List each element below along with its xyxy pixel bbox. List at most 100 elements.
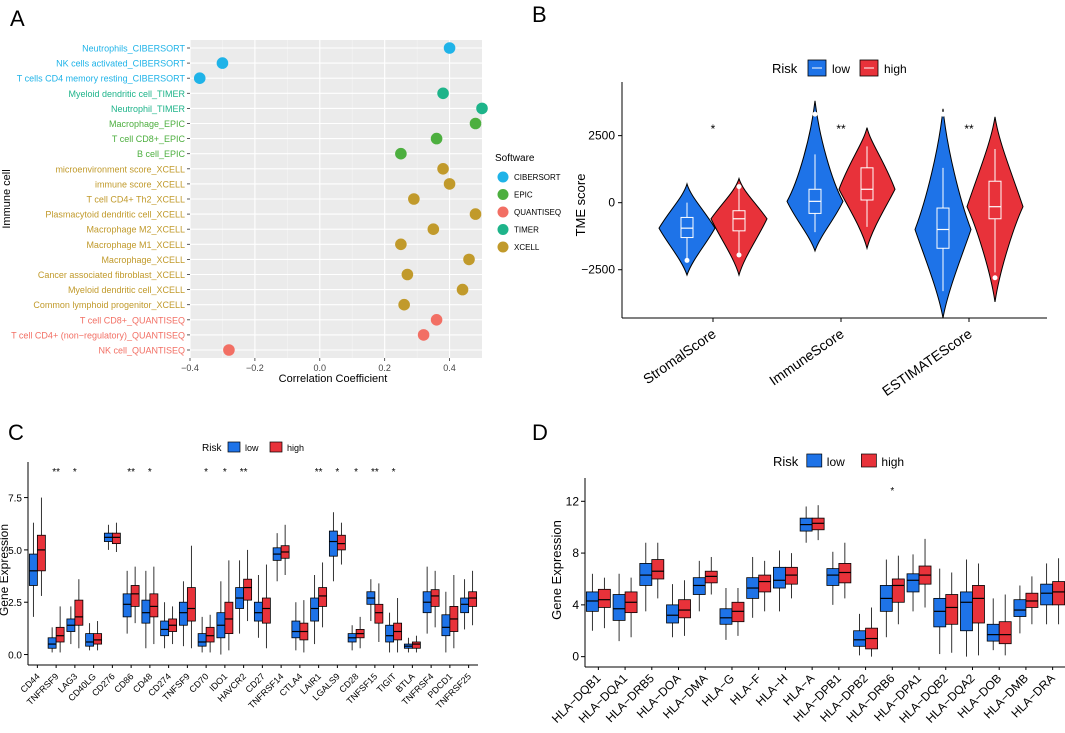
box-high xyxy=(704,570,718,584)
box-high xyxy=(597,588,611,608)
legend-label: CIBERSORT xyxy=(514,173,561,182)
box-low xyxy=(773,566,786,589)
y-tick-label: Macrophage_EPIC xyxy=(109,119,186,129)
box-low xyxy=(328,530,338,557)
significance-mark: ** xyxy=(315,467,323,478)
box-high xyxy=(998,621,1012,645)
panel-c-checkpoint-boxplot: Risk low high 0.02.55.07.5CD44TNFRSF9**LAG… xyxy=(0,441,478,711)
y-tick-label: T cells CD4 memory resting_CIBERSORT xyxy=(17,74,186,84)
box-low xyxy=(826,568,840,586)
box-high xyxy=(36,534,46,572)
legend-label: high xyxy=(884,62,907,76)
box-low xyxy=(960,591,973,632)
box-low xyxy=(1013,599,1027,617)
x-tick-label: CD86 xyxy=(112,671,135,694)
box-high xyxy=(945,594,959,625)
box-high xyxy=(93,633,103,645)
y-tick-label: T cell CD4+ (non−regulatory)_QUANTISEQ xyxy=(11,330,185,340)
box-low xyxy=(460,597,470,614)
panel-d-hla-boxplot: Risk low high 04812HLA−DQB1HLA−DQA1HLA−DRB… xyxy=(549,453,1065,726)
outlier-high xyxy=(736,252,742,258)
significance-mark: ** xyxy=(371,467,379,478)
data-point xyxy=(476,102,488,115)
box-low xyxy=(666,604,679,624)
box-high xyxy=(261,597,271,624)
data-point xyxy=(437,163,449,175)
box-high xyxy=(1052,581,1065,606)
y-tick-label: 8 xyxy=(572,546,579,560)
significance-mark: * xyxy=(148,467,152,478)
y-tick-label: 2500 xyxy=(588,129,615,143)
y-tick-label: 4 xyxy=(572,598,579,612)
box-high xyxy=(651,559,665,580)
panel-a-x-axis-title: Correlation Coefficient xyxy=(279,373,388,385)
panel-label-d: D xyxy=(532,420,548,445)
panel-label-b: B xyxy=(532,2,547,27)
legend-label: low xyxy=(245,443,259,453)
box-low xyxy=(47,637,57,649)
outlier-high xyxy=(736,184,742,190)
y-tick-label: 12 xyxy=(566,494,580,508)
box-low xyxy=(692,577,706,595)
panel-b-tme-violin: Risk low high −2500 0 2500 StromalScore * Immun… xyxy=(573,59,1047,399)
box-low xyxy=(291,620,301,639)
box-high xyxy=(149,593,159,618)
box-high xyxy=(336,534,346,551)
data-point xyxy=(437,87,449,100)
x-tick-label: 0.0 xyxy=(314,363,327,373)
box-low xyxy=(160,620,170,637)
box-low xyxy=(197,633,207,647)
box-low xyxy=(853,630,866,647)
data-point xyxy=(469,208,482,220)
box-high xyxy=(758,574,772,593)
data-point xyxy=(443,42,456,54)
box-high xyxy=(55,626,65,643)
data-point xyxy=(408,193,420,205)
box-low xyxy=(141,599,151,624)
panel-b-y-axis-title: TME score xyxy=(573,174,588,237)
outlier-low xyxy=(812,111,818,117)
box-high xyxy=(1025,592,1039,608)
box-high xyxy=(678,599,691,619)
legend-label: low xyxy=(832,62,850,76)
legend-label: XCELL xyxy=(514,243,540,252)
y-tick-label: T cell CD8+_EPIC xyxy=(112,134,186,144)
significance-mark: * xyxy=(223,467,227,478)
violin-high xyxy=(838,127,896,251)
y-tick-label: 0 xyxy=(608,196,615,210)
box-high xyxy=(468,591,478,607)
legend-swatch xyxy=(497,224,509,235)
box-high xyxy=(891,578,905,603)
panel-label-c: C xyxy=(8,420,24,445)
significance-mark: * xyxy=(392,467,396,478)
legend-label: QUANTISEQ xyxy=(514,208,561,217)
data-point xyxy=(469,117,482,130)
significance-mark: * xyxy=(335,467,339,478)
box-low xyxy=(680,216,694,239)
panel-a-legend-title: Software xyxy=(495,153,535,164)
box-high xyxy=(318,587,328,607)
significance-mark: ** xyxy=(836,122,846,136)
significance-mark: * xyxy=(354,467,358,478)
x-tick-label: CD70 xyxy=(187,671,210,694)
y-tick-label: microenvironment score_XCELL xyxy=(55,164,185,174)
box-high xyxy=(785,566,798,585)
y-tick-label: Common lymphoid progenitor_XCELL xyxy=(33,300,185,310)
y-tick-label: 0.0 xyxy=(8,651,22,662)
legend-swatch xyxy=(806,453,823,468)
data-point xyxy=(430,132,443,145)
legend-swatch xyxy=(227,441,241,453)
box-high xyxy=(130,585,140,607)
violin-high xyxy=(966,116,1024,302)
box-high xyxy=(374,603,384,624)
box-high xyxy=(74,599,84,626)
y-tick-label: T cell CD8+_QUANTISEQ xyxy=(80,315,185,325)
box-high xyxy=(731,601,745,623)
data-point xyxy=(456,283,469,296)
y-tick-label: T cell CD4+ Th2_XCELL xyxy=(87,195,185,205)
data-point xyxy=(223,344,235,356)
legend-swatch xyxy=(497,241,509,253)
significance-mark: * xyxy=(73,467,77,478)
data-point xyxy=(417,329,430,341)
y-tick-label: NK cells activated_CIBERSORT xyxy=(56,59,185,69)
